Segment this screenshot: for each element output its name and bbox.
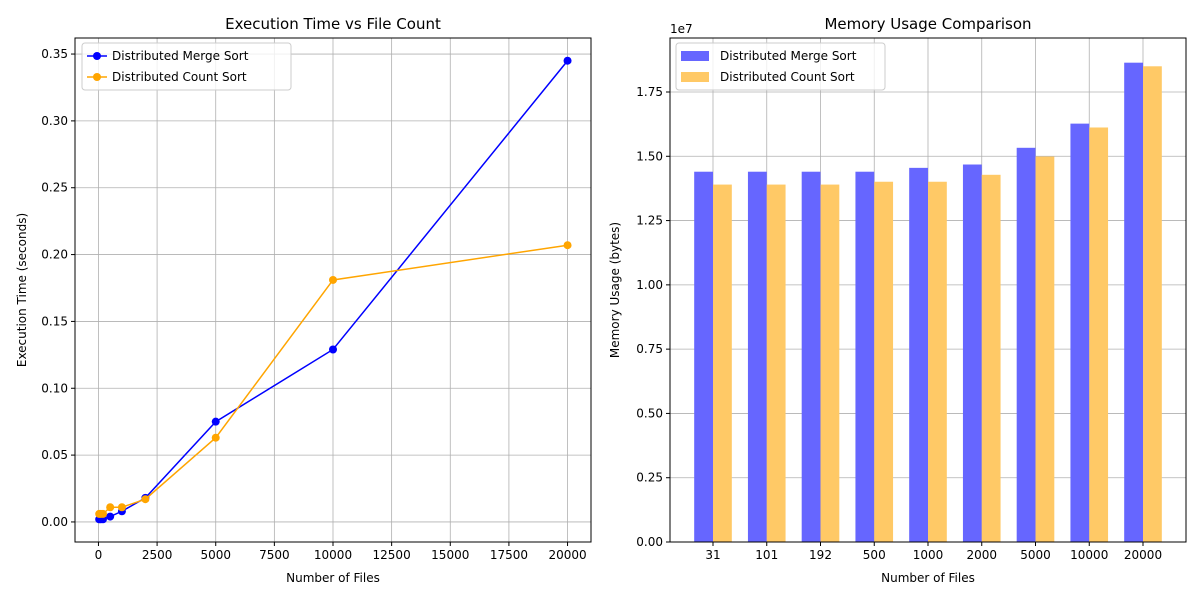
bar-count-sort <box>713 184 732 543</box>
data-point-merge-sort <box>563 56 572 65</box>
y-tick-label: 1.25 <box>636 214 663 228</box>
y-tick-label: 0.00 <box>636 535 663 549</box>
data-point-merge-sort <box>329 345 337 354</box>
bar-merge-sort <box>855 171 875 542</box>
y-tick-label: 0.25 <box>41 181 68 195</box>
data-point-count-sort <box>329 275 337 284</box>
data-point-count-sort <box>141 495 150 504</box>
x-tick-label: 10000 <box>1070 548 1108 562</box>
bar-merge-sort <box>909 167 928 542</box>
legend-patch-merge-sort <box>681 51 709 61</box>
data-point-merge-sort <box>211 417 220 426</box>
bars-layer <box>694 62 1162 543</box>
y-axis-ticks: 0.00 0.25 0.50 0.75 1.00 1.25 1.50 1.75 <box>636 85 670 549</box>
bar-count-sort <box>981 174 1001 543</box>
y-tick-label: 0.50 <box>636 406 663 420</box>
legend-patch-count-sort <box>681 72 709 82</box>
series-layer <box>95 56 572 524</box>
x-tick-label: 10000 <box>314 548 352 562</box>
chart-title: Memory Usage Comparison <box>824 15 1031 33</box>
y-tick-label: 1.75 <box>636 85 663 99</box>
data-point-count-sort <box>98 509 107 518</box>
legend-label-count-sort: Distributed Count Sort <box>112 70 247 84</box>
x-axis-ticks: 0 2500 5000 7500 10000 12500 15000 17500 20000 <box>95 542 587 562</box>
legend-marker-merge-sort <box>93 52 101 60</box>
y-tick-label: 0.75 <box>636 342 663 356</box>
data-point-merge-sort <box>106 512 115 521</box>
x-tick-label: 0 <box>95 548 103 562</box>
bar-merge-sort <box>1124 62 1143 542</box>
x-tick-label: 17500 <box>490 548 528 562</box>
legend-label-merge-sort: Distributed Merge Sort <box>112 49 249 63</box>
legend-label-merge-sort: Distributed Merge Sort <box>720 49 857 63</box>
legend: Distributed Merge Sort Distributed Count… <box>81 42 292 91</box>
x-tick-label: 1000 <box>913 548 944 562</box>
legend-box <box>675 42 886 91</box>
legend-box <box>81 42 292 91</box>
y-tick-label: 0.20 <box>41 248 68 262</box>
x-tick-label: 12500 <box>373 548 411 562</box>
memory-usage-chart: 31 101 192 500 1000 2000 5000 10000 20000 0.000.… <box>608 15 1187 585</box>
x-tick-label: 20000 <box>1124 548 1162 562</box>
bar-merge-sort <box>801 171 821 542</box>
y-axis-label: Memory Usage (bytes) <box>608 222 622 358</box>
y-tick-label: 0.00 <box>41 515 68 529</box>
y-axis-ticks: 0.00 0.05 0.10 0.15 0.20 0.25 0.30 0.35 <box>41 47 75 529</box>
x-tick-label: 101 <box>755 548 778 562</box>
x-tick-label: 15000 <box>431 548 469 562</box>
data-point-count-sort <box>563 241 572 250</box>
legend: Distributed Merge Sort Distributed Count… <box>675 42 886 91</box>
y-tick-label: 0.25 <box>636 471 663 485</box>
bar-count-sort <box>1089 127 1109 542</box>
x-tick-label: 20000 <box>548 548 586 562</box>
chart-title: Execution Time vs File Count <box>225 15 441 33</box>
x-tick-label: 2500 <box>142 548 173 562</box>
bar-merge-sort <box>962 164 982 542</box>
y-tick-label: 0.30 <box>41 114 68 128</box>
legend-label-count-sort: Distributed Count Sort <box>720 70 855 84</box>
x-axis-label: Number of Files <box>286 571 380 585</box>
bar-count-sort <box>1035 156 1055 543</box>
y-tick-label: 0.35 <box>41 47 68 61</box>
grid-lines <box>75 38 591 542</box>
bar-count-sort <box>928 181 947 542</box>
bar-merge-sort <box>747 171 767 542</box>
x-tick-label: 500 <box>863 548 886 562</box>
x-tick-label: 5000 <box>1020 548 1051 562</box>
x-tick-label: 31 <box>705 548 720 562</box>
x-axis-label: Number of Files <box>881 571 975 585</box>
x-axis-ticks: 31 101 192 500 1000 2000 5000 10000 20000 <box>705 542 1162 562</box>
y-tick-label: 1.50 <box>636 149 663 163</box>
bar-count-sort <box>1143 66 1162 543</box>
legend-marker-count-sort <box>93 73 101 81</box>
y-axis-exponent-label: 1e7 <box>670 22 693 36</box>
y-tick-label: 0.10 <box>41 381 68 395</box>
x-tick-label: 2000 <box>966 548 997 562</box>
x-tick-label: 192 <box>809 548 832 562</box>
x-tick-label: 7500 <box>259 548 290 562</box>
bar-merge-sort <box>694 171 713 542</box>
y-tick-label: 1.00 <box>636 278 663 292</box>
data-point-count-sort <box>117 503 126 512</box>
bar-count-sort <box>874 181 894 542</box>
execution-time-chart: 0 2500 5000 7500 10000 12500 15000 17500 20000 0… <box>15 15 592 585</box>
data-point-count-sort <box>106 503 115 512</box>
y-tick-label: 0.05 <box>41 448 68 462</box>
x-tick-label: 5000 <box>200 548 231 562</box>
bar-merge-sort <box>1016 147 1036 543</box>
bar-count-sort <box>820 184 840 543</box>
data-point-count-sort <box>211 433 220 442</box>
bar-merge-sort <box>1070 123 1090 542</box>
y-tick-label: 0.15 <box>41 314 68 328</box>
y-axis-label: Execution Time (seconds) <box>15 213 29 367</box>
bar-count-sort <box>766 184 786 543</box>
